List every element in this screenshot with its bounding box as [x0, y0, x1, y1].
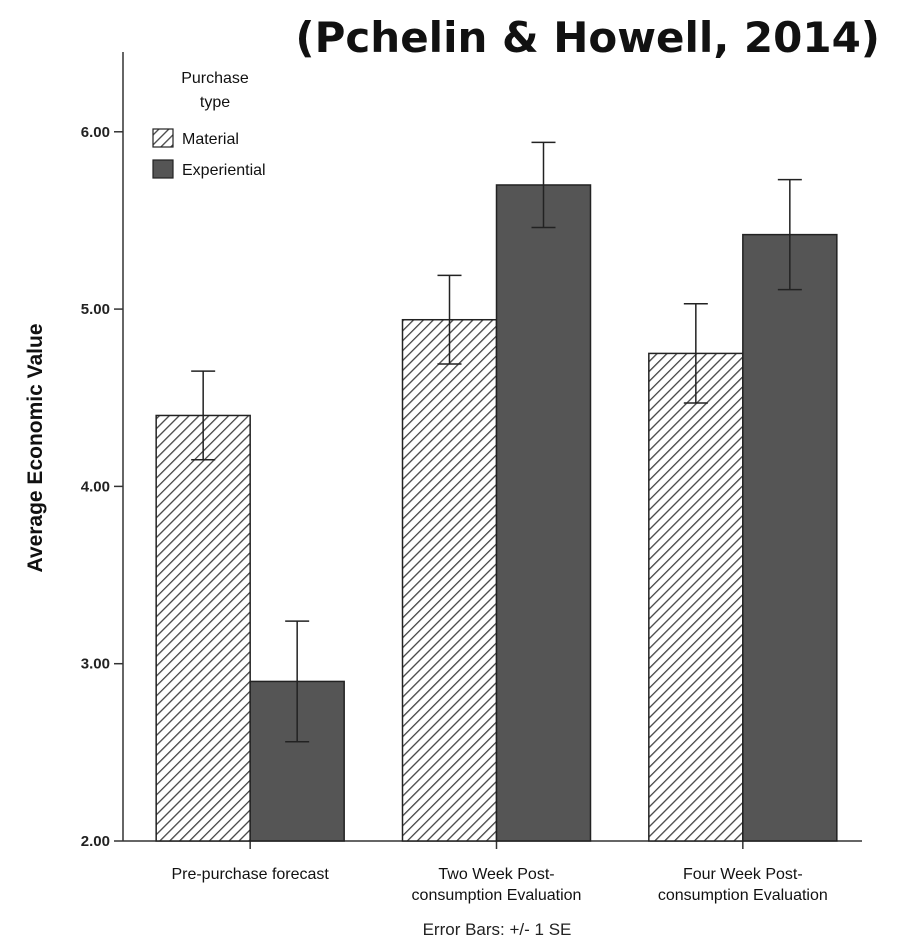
legend-swatch-material [152, 128, 174, 148]
error-bar-note: Error Bars: +/- 1 SE [423, 920, 572, 939]
legend-label-experiential: Experiential [182, 162, 266, 179]
bar-experiential-2 [742, 233, 838, 842]
bar-experiential-1 [495, 184, 592, 842]
x-category-label: Two Week Post- [438, 866, 554, 883]
citation: (Pchelin & Howell, 2014) [295, 13, 880, 62]
legend-title-line-2: type [200, 94, 230, 111]
legend: Purchase type Material Experiential [152, 70, 266, 179]
legend-title-line-1: Purchase [181, 70, 249, 87]
y-tick-label: 2.00 [81, 833, 110, 850]
bars [155, 184, 838, 842]
bar-material-1 [401, 318, 498, 842]
bar-material-2 [648, 352, 744, 842]
x-category-label: consumption Evaluation [658, 887, 828, 904]
y-axis: 2.00 3.00 4.00 5.00 6.00 [81, 52, 124, 850]
x-category-label: consumption Evaluation [412, 887, 582, 904]
y-tick-label: 4.00 [81, 478, 110, 495]
error-bars [191, 141, 802, 743]
legend-swatch-experiential [152, 159, 174, 179]
bar-material-0 [155, 414, 251, 842]
y-tick-label: 6.00 [81, 124, 110, 141]
x-category-label: Pre-purchase forecast [171, 866, 329, 883]
y-axis-title: Average Economic Value [24, 324, 47, 573]
legend-label-material: Material [182, 131, 239, 148]
x-category-label: Four Week Post- [683, 866, 803, 883]
y-tick-label: 5.00 [81, 301, 110, 318]
y-tick-label: 3.00 [81, 656, 110, 673]
x-axis [123, 840, 862, 849]
category-labels: Pre-purchase forecast Two Week Post-consu… [171, 866, 827, 904]
